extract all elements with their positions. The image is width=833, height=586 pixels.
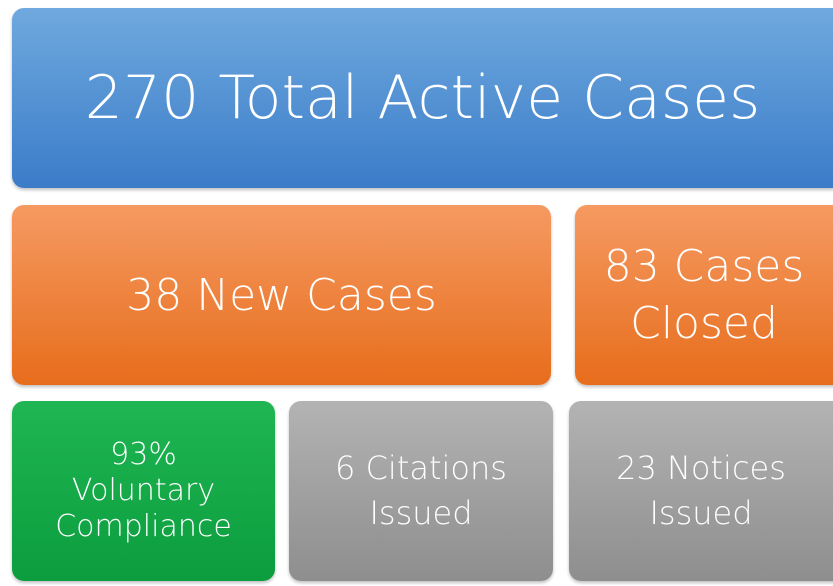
notices-tile: 23 Notices Issued xyxy=(569,401,833,581)
tile-text: Compliance xyxy=(55,509,232,544)
compliance-tile: 93% Voluntary Compliance xyxy=(12,401,275,581)
tile-text: 23 Notices xyxy=(616,449,786,488)
tile-text: Issued xyxy=(649,494,753,532)
tile-text: 270 Total Active Cases xyxy=(84,63,761,133)
cases-closed-tile: 83 Cases Closed xyxy=(575,205,833,385)
tile-text: 83 Cases xyxy=(603,240,805,292)
tile-text: Issued xyxy=(369,494,473,532)
tile-text: 6 Citations xyxy=(335,449,507,488)
total-active-tile: 270 Total Active Cases xyxy=(12,8,833,188)
tile-text: 93% xyxy=(110,437,177,472)
new-cases-tile: 38 New Cases xyxy=(12,205,551,385)
tile-text: Voluntary xyxy=(71,473,216,508)
tile-text: 38 New Cases xyxy=(126,269,437,321)
tile-text: Closed xyxy=(630,298,778,349)
citations-tile: 6 Citations Issued xyxy=(289,401,553,581)
